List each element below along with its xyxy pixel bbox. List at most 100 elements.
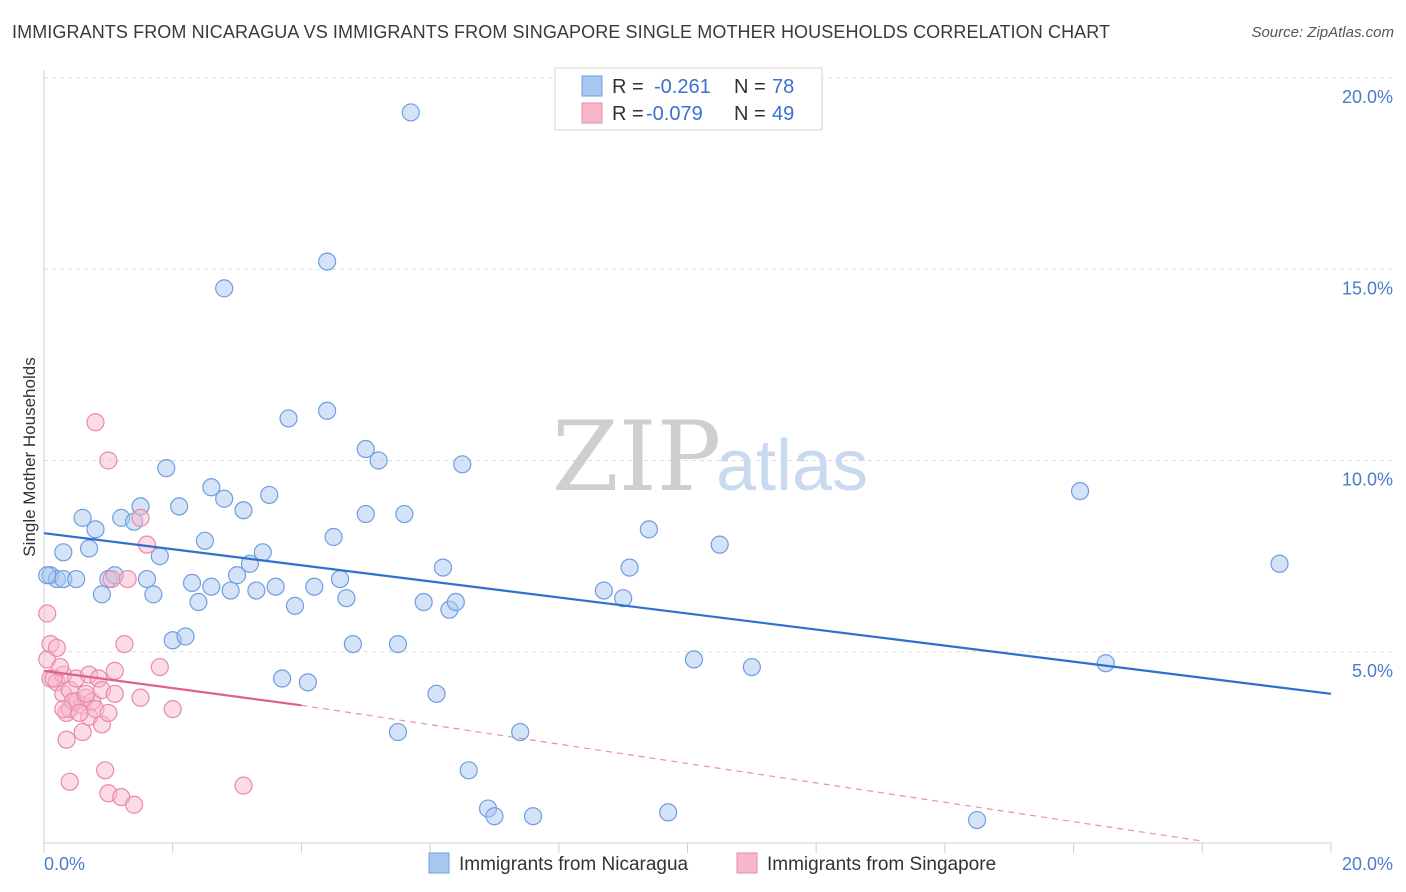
data-point-singapore — [99, 703, 118, 723]
data-point-nicaragua — [453, 455, 472, 474]
data-point-nicaragua — [369, 451, 388, 470]
stats-r-label: R = — [612, 103, 644, 125]
data-point-nicaragua — [318, 252, 337, 271]
data-point-singapore — [124, 795, 144, 814]
data-point-singapore — [102, 569, 121, 589]
data-point-nicaragua — [395, 504, 414, 524]
data-point-nicaragua — [710, 535, 729, 554]
data-point-nicaragua — [1270, 554, 1289, 573]
data-point-nicaragua — [176, 627, 195, 646]
data-point-nicaragua — [79, 539, 99, 558]
data-point-nicaragua — [356, 439, 375, 459]
data-point-nicaragua — [324, 527, 343, 547]
data-point-nicaragua — [620, 558, 639, 577]
x-tick-label-min: 0.0% — [44, 854, 85, 874]
data-point-nicaragua — [459, 761, 478, 780]
data-point-nicaragua — [614, 589, 633, 608]
data-point-singapore — [50, 657, 70, 677]
data-point-singapore — [234, 776, 253, 795]
watermark-atlas: atlas — [716, 426, 868, 506]
legend-label-nicaragua: Immigrants from Nicaragua — [459, 854, 689, 875]
data-point-nicaragua — [639, 520, 658, 539]
data-point-nicaragua — [202, 478, 221, 497]
data-point-nicaragua — [523, 807, 543, 826]
data-point-nicaragua — [343, 634, 362, 654]
data-point-nicaragua — [318, 401, 337, 420]
data-point-nicaragua — [86, 520, 105, 539]
stats-r-value: -0.261 — [654, 76, 711, 98]
data-point-nicaragua — [401, 103, 420, 122]
data-point-singapore — [99, 451, 118, 470]
series-singapore-points — [38, 413, 253, 814]
data-point-nicaragua — [54, 543, 73, 562]
data-point-nicaragua — [594, 581, 613, 600]
y-tick-label: 10.0% — [1342, 470, 1393, 490]
stats-n-value: 49 — [772, 103, 794, 125]
legend: Immigrants from Nicaragua Immigrants fro… — [428, 852, 996, 875]
series-nicaragua-points — [38, 103, 1289, 830]
data-point-nicaragua — [659, 803, 678, 822]
legend-label-singapore: Immigrants from Singapore — [767, 854, 996, 875]
chart-title: IMMIGRANTS FROM NICARAGUA VS IMMIGRANTS … — [12, 22, 1111, 42]
data-point-nicaragua — [285, 596, 305, 615]
data-point-singapore — [163, 700, 182, 719]
data-point-singapore — [131, 688, 150, 707]
data-point-nicaragua — [260, 485, 279, 505]
stats-r-value: -0.079 — [646, 103, 703, 125]
y-axis-tick-labels: 5.0% 10.0% 15.0% 20.0% — [1342, 87, 1393, 681]
data-point-singapore — [131, 508, 150, 527]
data-point-nicaragua — [189, 592, 208, 612]
data-point-nicaragua — [73, 508, 92, 527]
source-label: Source: ZipAtlas.com — [1251, 24, 1394, 41]
stats-r-label: R = — [612, 76, 644, 98]
data-point-nicaragua — [446, 592, 465, 612]
trend-line-nicaragua — [43, 532, 1332, 695]
data-point-nicaragua — [414, 592, 433, 612]
trend-lines — [43, 532, 1332, 842]
data-point-nicaragua — [356, 504, 375, 524]
data-point-singapore — [70, 703, 89, 723]
stats-swatch-singapore — [581, 102, 603, 124]
data-point-nicaragua — [67, 569, 86, 589]
data-point-singapore — [96, 761, 115, 780]
y-tick-label: 15.0% — [1342, 278, 1393, 298]
data-point-nicaragua — [684, 650, 704, 669]
data-point-nicaragua — [253, 543, 272, 562]
legend-swatch-nicaragua — [428, 852, 450, 874]
data-point-nicaragua — [388, 634, 408, 654]
data-point-nicaragua — [137, 569, 157, 589]
data-point-nicaragua — [388, 722, 408, 742]
data-point-singapore — [105, 684, 124, 703]
data-point-singapore — [118, 569, 137, 589]
stats-n-label: N = — [734, 76, 766, 98]
data-point-singapore — [57, 730, 76, 749]
data-point-nicaragua — [967, 810, 987, 830]
data-point-nicaragua — [427, 684, 446, 703]
data-point-nicaragua — [215, 489, 234, 508]
data-point-nicaragua — [234, 501, 253, 520]
stats-swatch-nicaragua — [581, 75, 603, 97]
watermark-zip: ZIP — [552, 401, 721, 513]
data-point-nicaragua — [144, 585, 163, 604]
stats-box: R = -0.261 N = 78 R = -0.079 N = 49 — [554, 67, 823, 131]
y-tick-label: 5.0% — [1352, 661, 1393, 681]
data-point-singapore — [150, 657, 169, 677]
data-point-nicaragua — [279, 409, 298, 428]
data-point-singapore — [54, 700, 73, 719]
data-point-singapore — [47, 638, 66, 658]
data-point-nicaragua — [511, 722, 530, 742]
data-point-nicaragua — [266, 577, 285, 596]
data-point-nicaragua — [170, 497, 189, 516]
data-point-nicaragua — [227, 566, 247, 585]
trend-line-singapore — [43, 669, 302, 707]
data-point-nicaragua — [38, 566, 57, 585]
data-point-nicaragua — [202, 577, 221, 596]
data-point-nicaragua — [221, 581, 240, 600]
data-point-nicaragua — [92, 585, 112, 604]
data-point-nicaragua — [272, 669, 292, 688]
data-point-nicaragua — [330, 569, 350, 589]
data-point-nicaragua — [298, 673, 317, 692]
data-point-nicaragua — [1096, 654, 1115, 673]
legend-swatch-singapore — [736, 852, 758, 874]
